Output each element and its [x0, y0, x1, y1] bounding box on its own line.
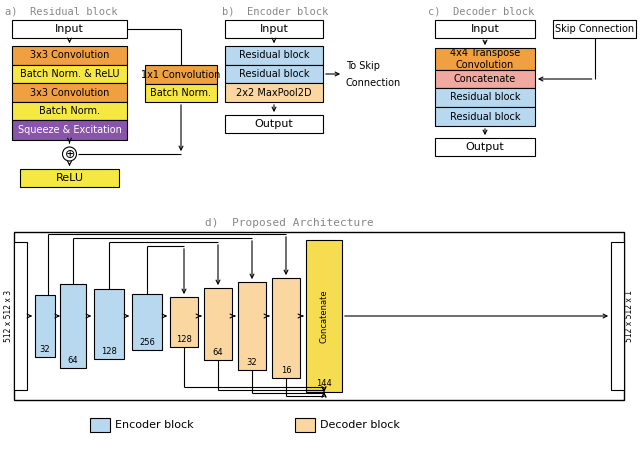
Text: Input: Input [55, 24, 84, 34]
Text: 2x2 MaxPool2D: 2x2 MaxPool2D [236, 87, 312, 97]
Text: To Skip: To Skip [346, 61, 380, 71]
Text: 3x3 Convolution: 3x3 Convolution [30, 51, 109, 60]
Bar [35, 295, 55, 357]
Text: 128: 128 [101, 347, 117, 356]
Text: 128: 128 [176, 335, 192, 344]
Text: Input: Input [260, 24, 289, 34]
Bar [435, 20, 535, 38]
Bar [553, 20, 636, 38]
Bar [225, 83, 323, 102]
Text: Residual block: Residual block [239, 69, 309, 79]
Text: c)  Decoder block: c) Decoder block [428, 7, 534, 17]
Bar [132, 294, 162, 350]
Text: b)  Encoder block: b) Encoder block [222, 7, 328, 17]
Bar [14, 242, 27, 390]
Text: 4x4 Transpose
Convolution: 4x4 Transpose Convolution [450, 48, 520, 70]
Text: 32: 32 [40, 345, 51, 354]
Text: Squeeze & Excitation: Squeeze & Excitation [17, 125, 122, 135]
Text: Residual block: Residual block [450, 112, 520, 122]
Bar [435, 138, 535, 156]
Text: 64: 64 [212, 348, 223, 357]
Bar [435, 107, 535, 126]
Text: Output: Output [255, 119, 293, 129]
Bar [12, 102, 127, 120]
Bar [94, 289, 124, 359]
Bar [145, 65, 217, 84]
Text: 144: 144 [316, 379, 332, 388]
Bar [204, 288, 232, 360]
Text: a)  Residual block: a) Residual block [5, 7, 118, 17]
Text: ReLU: ReLU [56, 173, 83, 183]
Bar [90, 418, 110, 432]
Bar [12, 83, 127, 102]
Bar [435, 48, 535, 70]
Bar [60, 284, 86, 368]
Text: Input: Input [470, 24, 499, 34]
Bar [14, 232, 624, 400]
Bar [295, 418, 315, 432]
Text: 16: 16 [281, 366, 291, 375]
Bar [435, 70, 535, 88]
Text: Residual block: Residual block [450, 92, 520, 102]
Text: Output: Output [466, 142, 504, 152]
Text: Encoder block: Encoder block [115, 420, 194, 430]
Text: Connection: Connection [346, 78, 401, 88]
Bar [225, 115, 323, 133]
Text: Batch Norm.: Batch Norm. [39, 106, 100, 116]
Bar [435, 88, 535, 107]
Text: 64: 64 [68, 356, 78, 365]
Bar [306, 240, 342, 392]
Bar [611, 242, 624, 390]
Text: 512 x 512 x 3: 512 x 512 x 3 [4, 290, 13, 342]
Bar [225, 65, 323, 83]
Text: Batch Norm.: Batch Norm. [150, 88, 211, 98]
Bar [12, 120, 127, 140]
Bar [20, 169, 119, 187]
Text: 256: 256 [139, 338, 155, 347]
Bar [12, 20, 127, 38]
Bar [12, 46, 127, 65]
Bar [272, 278, 300, 378]
Text: Decoder block: Decoder block [320, 420, 400, 430]
Text: Skip Connection: Skip Connection [555, 24, 634, 34]
Text: 32: 32 [246, 358, 257, 367]
Text: Concatenate: Concatenate [454, 74, 516, 84]
Text: Concatenate: Concatenate [319, 289, 328, 343]
Text: 512 x 512 x 1: 512 x 512 x 1 [625, 290, 634, 342]
Bar [170, 297, 198, 347]
Bar [238, 282, 266, 370]
Text: 1x1 Convolution: 1x1 Convolution [141, 69, 221, 80]
Text: Batch Norm. & ReLU: Batch Norm. & ReLU [20, 69, 119, 79]
Text: 3x3 Convolution: 3x3 Convolution [30, 87, 109, 97]
Text: $\oplus$: $\oplus$ [64, 148, 75, 160]
Bar [225, 20, 323, 38]
Bar [12, 65, 127, 83]
Text: d)  Proposed Architecture: d) Proposed Architecture [205, 218, 374, 228]
Bar [225, 46, 323, 65]
Bar [145, 84, 217, 102]
Text: Residual block: Residual block [239, 51, 309, 60]
